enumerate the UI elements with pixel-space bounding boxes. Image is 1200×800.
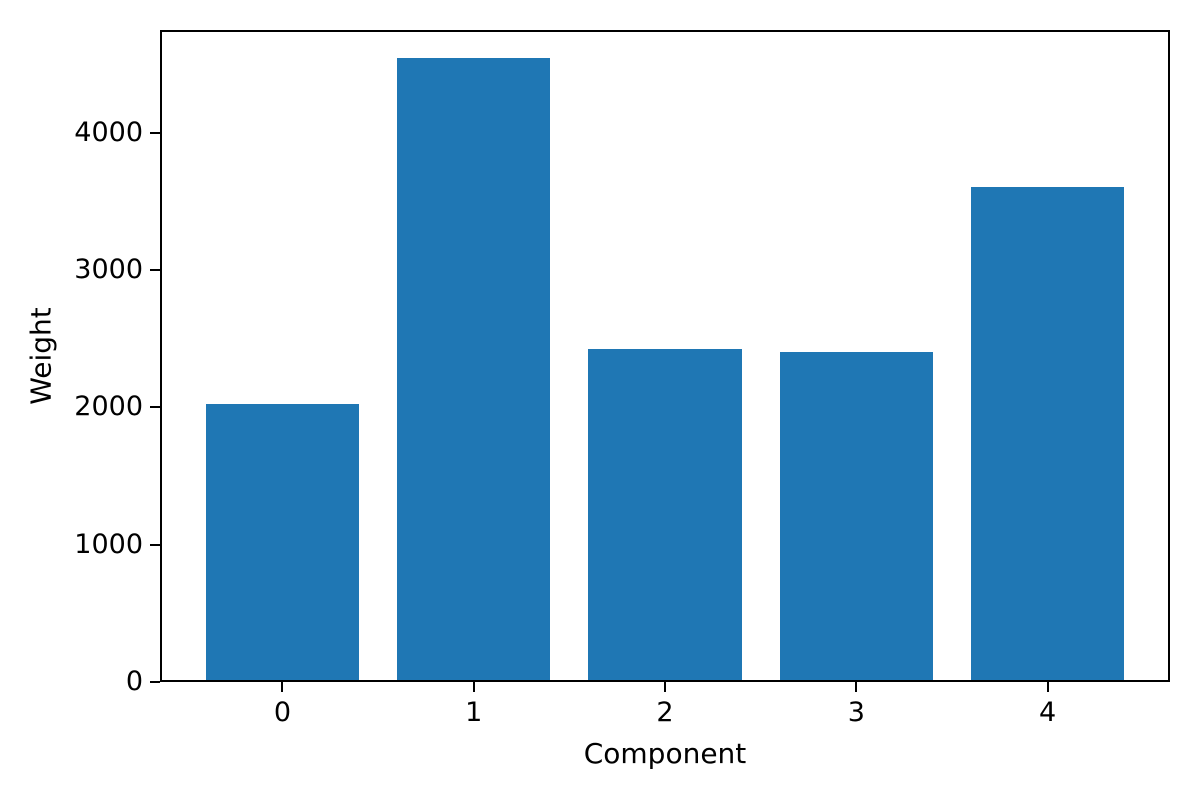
y-axis-label: Weight <box>24 307 58 405</box>
bar-component-3 <box>779 351 933 680</box>
bar-component-4 <box>971 187 1125 680</box>
y-tick-mark <box>150 269 160 272</box>
x-tick-mark <box>855 682 858 692</box>
y-tick-mark <box>150 131 160 134</box>
x-tick-mark <box>472 682 475 692</box>
y-tick-label: 0 <box>125 666 143 697</box>
y-tick-mark <box>150 406 160 409</box>
bar-component-0 <box>205 404 359 680</box>
x-tick-label: 0 <box>273 697 292 728</box>
x-tick-label: 3 <box>847 697 865 728</box>
y-tick-mark <box>150 681 160 683</box>
y-tick-label: 2000 <box>74 391 143 423</box>
y-tick-label: 1000 <box>74 528 143 560</box>
x-tick-label: 4 <box>1038 697 1057 728</box>
y-tick-label: 4000 <box>74 116 143 148</box>
y-tick-label: 3000 <box>74 254 143 286</box>
bar-component-1 <box>397 58 551 680</box>
x-tick-label: 2 <box>656 697 674 728</box>
x-axis-label: Component <box>583 737 747 770</box>
x-tick-mark <box>281 682 284 692</box>
x-tick-mark <box>664 682 666 692</box>
bar-component-2 <box>588 348 742 680</box>
plot-area <box>160 30 1170 682</box>
y-tick-mark <box>150 543 160 546</box>
x-tick-label: 1 <box>465 697 483 728</box>
x-tick-mark <box>1046 682 1049 692</box>
